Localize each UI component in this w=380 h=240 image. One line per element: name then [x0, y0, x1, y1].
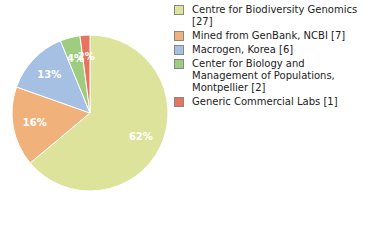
- html-text:Mined from GenBank, NCBI [7]: Mined from GenBank, NCBI [7]: [192, 30, 346, 41]
- html-text:Centre for Biodiversity Genomi: Centre for Biodiversity Genomics [27]: [192, 4, 358, 27]
- svg-text:2%: 2%: [78, 51, 95, 62]
- html-text:Macrogen, Korea [6]: Macrogen, Korea [6]: [192, 44, 294, 55]
- svg-text:62%: 62%: [129, 131, 153, 142]
- html-text:Center for Biology and Managem: Center for Biology and Management of Pop…: [192, 58, 335, 93]
- html-text:Generic Commercial Labs [1]: Generic Commercial Labs [1]: [192, 96, 338, 107]
- svg-text:4%: 4%: [67, 53, 85, 65]
- svg-text:13%: 13%: [37, 69, 61, 80]
- svg-text:16%: 16%: [23, 117, 47, 128]
